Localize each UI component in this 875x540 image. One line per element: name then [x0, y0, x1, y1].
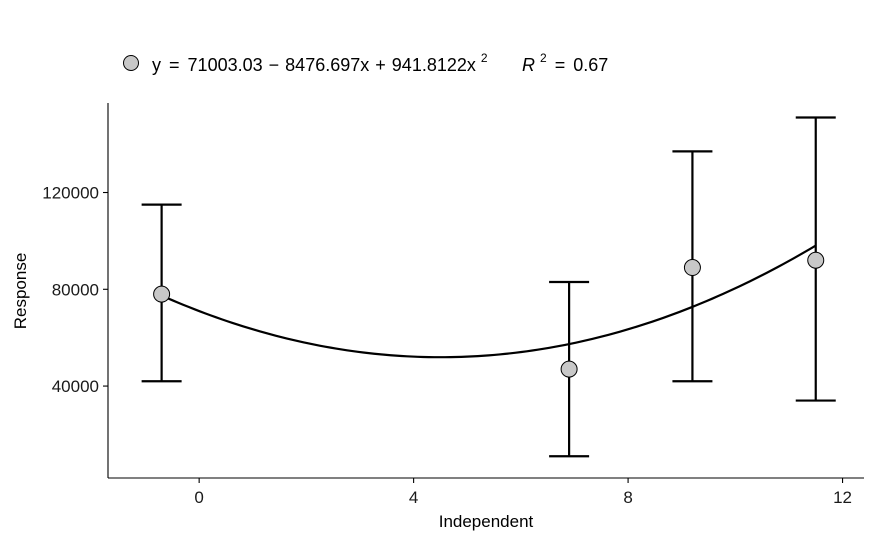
- x-tick-label: 4: [409, 488, 418, 507]
- data-point: [560, 360, 578, 378]
- error-bars: [141, 116, 836, 458]
- fit-curve: [161, 244, 817, 359]
- fit-layer: [161, 244, 817, 359]
- data-points: [153, 251, 825, 378]
- x-tick-label: 0: [194, 488, 203, 507]
- y-ticks: 40000 80000 120000: [42, 184, 108, 396]
- x-tick-label: 12: [833, 488, 852, 507]
- y-tick-label: 120000: [42, 184, 99, 203]
- y-tick-label: 80000: [52, 280, 99, 299]
- legend-marker: [123, 55, 139, 71]
- data-point: [807, 251, 825, 269]
- x-tick-label: 8: [623, 488, 632, 507]
- legend-r2: R 2 = 0.67: [522, 46, 608, 75]
- data-point: [153, 285, 171, 303]
- y-axis-title: Response: [11, 253, 30, 330]
- legend: y = 71003.03 − 8476.697x + 941.8122x 2 R…: [123, 46, 608, 75]
- y-tick-label: 40000: [52, 377, 99, 396]
- data-point: [683, 259, 701, 277]
- x-ticks: 0 4 8 12: [194, 478, 852, 507]
- x-axis-title: Independent: [439, 512, 534, 531]
- legend-equation: y = 71003.03 − 8476.697x + 941.8122x 2: [152, 51, 488, 75]
